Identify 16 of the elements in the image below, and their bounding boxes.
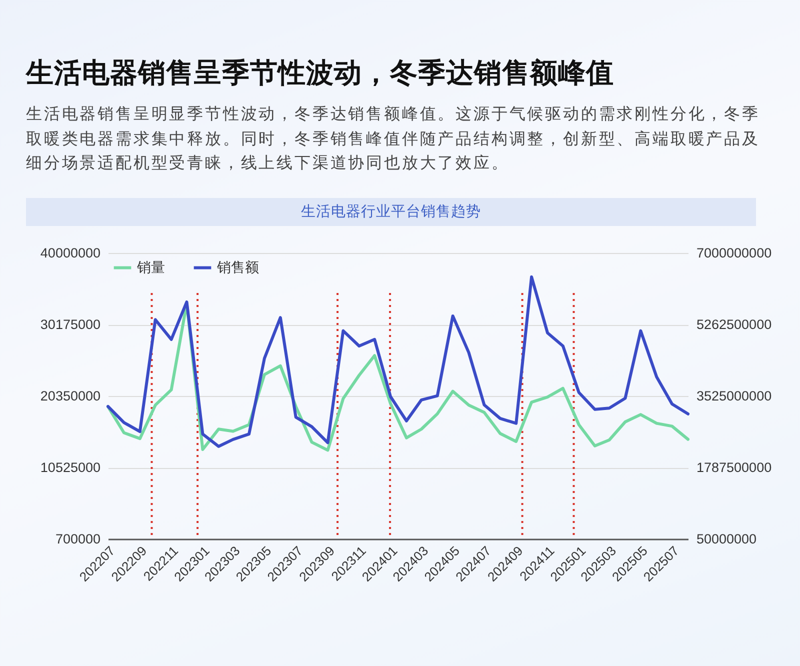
y-tick-label: 20350000: [40, 388, 100, 404]
y-tick-label: 10525000: [40, 460, 100, 475]
legend-label: 销量: [136, 258, 165, 275]
y2-tick-label: 50000000: [696, 532, 757, 546]
legend-label: 销售额: [216, 258, 259, 275]
y2-tick-label: 1787500000: [696, 460, 772, 475]
y-tick-label: 700000: [55, 532, 100, 546]
line-series: [106, 275, 690, 448]
chart-title: 生活电器销售呈季节性波动，冬季达销售额峰值: [26, 56, 614, 90]
text: 生活电器行业平台销售趋势: [26, 198, 756, 226]
y-tick-label: 30175000: [40, 317, 100, 332]
y2-tick-label: 7000000000: [696, 246, 772, 260]
y-tick-label: 40000000: [40, 246, 100, 260]
chart-subtitle: 生活电器销售呈明显季节性波动，冬季达销售额峰值。这源于气候驱动的需求刚性分化，冬季取暖类电器需求集中释放。同时，冬季销售峰值伴随产品结构调整，创新型、高端取暖产品及细分场景适配机型受青睐，线上线下渠道协同也放大了效应。: [26, 103, 761, 174]
y2-tick-label: 3525000000: [696, 388, 772, 404]
y2-tick-label: 5262500000: [696, 317, 772, 332]
